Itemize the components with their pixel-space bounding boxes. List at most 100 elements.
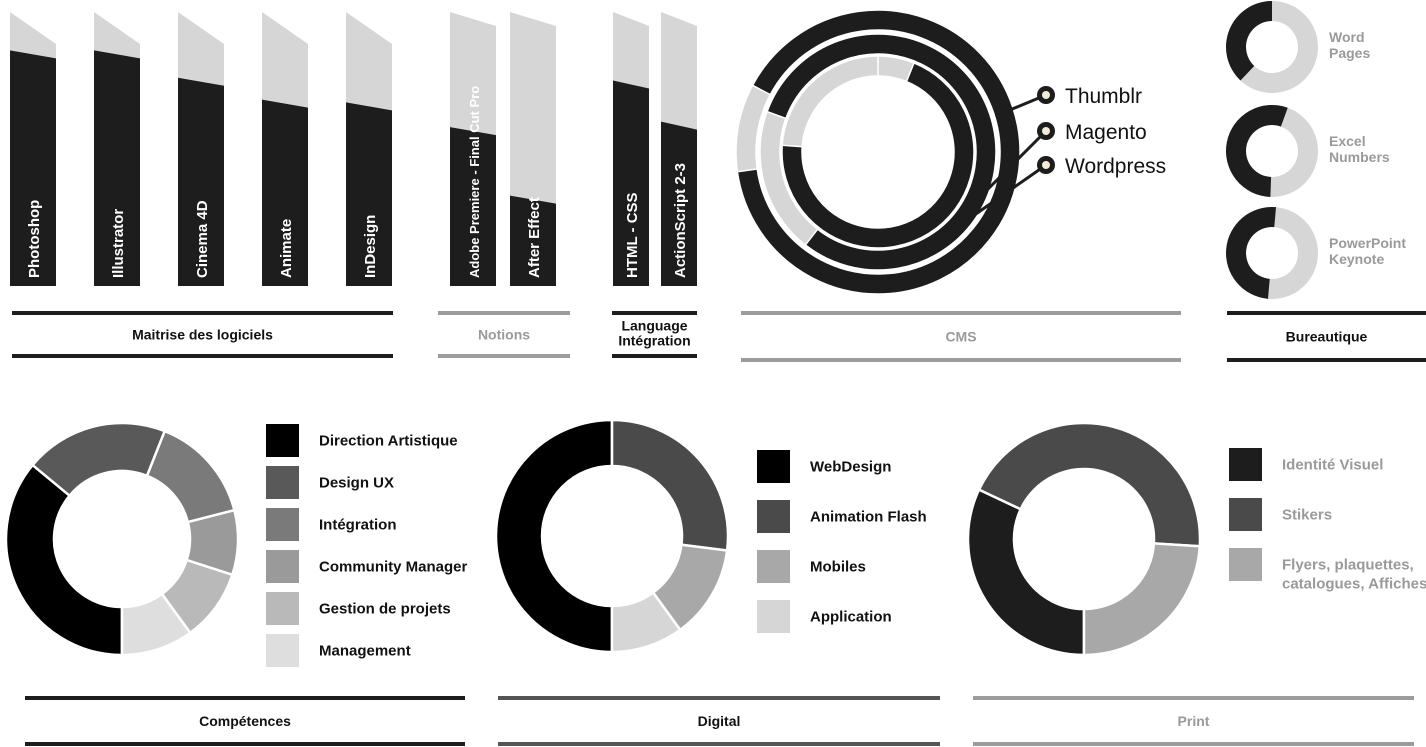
legend-label: Stikers xyxy=(1282,507,1332,524)
section-rule-top xyxy=(498,696,940,700)
section-cms: CMS xyxy=(741,311,1181,362)
section-rule-top xyxy=(973,696,1414,700)
bar-photoshop xyxy=(10,50,56,286)
legend-label: Identité Visuel xyxy=(1282,457,1383,474)
section-rule-bottom xyxy=(1227,358,1426,362)
section-notions: Notions xyxy=(438,311,570,358)
legend-swatch xyxy=(266,424,299,457)
bar-label: Animate xyxy=(278,219,295,278)
bar-group-language-integration: HTML - CSS ActionScript 2-3 xyxy=(613,12,697,286)
section-print: Print xyxy=(973,696,1414,746)
section-rule-top xyxy=(741,311,1181,315)
section-rule-bottom xyxy=(438,354,570,358)
bar-group-maitrise-des-logiciels: Photoshop Illustrator Cinema 4D Animate InDe… xyxy=(10,12,392,287)
section-title: Digital xyxy=(698,713,741,729)
section-bureautique: Bureautique xyxy=(1227,311,1426,362)
legend-swatch xyxy=(266,550,299,583)
section-rule-bottom xyxy=(25,742,465,746)
section-rule-bottom xyxy=(498,742,940,746)
bar-label: ActionScript 2-3 xyxy=(672,163,689,278)
bar-label: Illustrator xyxy=(110,209,127,278)
bar-label: Photoshop xyxy=(26,200,43,278)
bar-label: InDesign xyxy=(362,215,379,278)
legend-label: Animation Flash xyxy=(810,509,927,526)
legend-swatch xyxy=(1229,548,1262,581)
legend-label: Direction Artistique xyxy=(319,433,458,450)
legend-label: Mobiles xyxy=(810,559,866,576)
section-rule-top xyxy=(612,311,697,315)
cms-label: Magento xyxy=(1065,121,1147,144)
bar-label: Adobe Premiere - Final Cut Pro xyxy=(467,86,482,278)
section-rule-bottom xyxy=(612,354,697,358)
legend-label: Management xyxy=(319,643,411,660)
donut-powerpoint-keynote xyxy=(1226,207,1277,299)
bar-group-notions: Adobe Premiere - Final Cut Pro After Effe… xyxy=(450,12,556,286)
legend-label: Community Manager xyxy=(319,559,468,576)
legend-swatch xyxy=(266,592,299,625)
donut-excel-numbers xyxy=(1226,105,1288,197)
bar-indesign xyxy=(346,102,392,286)
legend-swatch xyxy=(266,634,299,667)
legend-swatch xyxy=(757,500,790,533)
section-title: Language xyxy=(621,318,687,334)
cms-marker-dot xyxy=(1042,161,1050,169)
donut-print: Identité Visuel Stikers Flyers, plaquettes… xyxy=(966,421,1426,657)
section-digital: Digital xyxy=(498,696,940,746)
legend-label: catalogues, Affiches xyxy=(1282,576,1426,593)
donut-competences: Direction Artistique Design UX Intégration… xyxy=(4,421,468,667)
section-rule-top xyxy=(25,696,465,700)
cms-label: Wordpress xyxy=(1065,155,1166,178)
bar-adobe-premiere-final-cut-pro xyxy=(450,127,496,286)
cms-leader-line xyxy=(949,163,1047,234)
bar-label: After Effect xyxy=(526,197,543,278)
section-logiciels: Maitrise des logiciels xyxy=(12,311,393,358)
bar-animate xyxy=(262,99,308,287)
section-rule-top xyxy=(1227,311,1426,315)
section-rule-top xyxy=(12,311,393,315)
legend-swatch xyxy=(266,508,299,541)
donut-word-pages xyxy=(1226,1,1272,81)
section-title: Print xyxy=(1178,713,1210,729)
donut-label: PowerPoint xyxy=(1329,235,1406,251)
section-rule-bottom xyxy=(741,358,1181,362)
section-title: Intégration xyxy=(618,333,690,349)
bar-actionscript-2-3 xyxy=(661,121,697,286)
bar-after-effect xyxy=(510,195,556,286)
bar-html-css xyxy=(613,80,649,286)
cms-ring-magento xyxy=(766,33,997,271)
cms-rings: Thumblr Magento Wordpress xyxy=(735,9,1166,295)
legend-label: Application xyxy=(810,609,892,626)
section-title: CMS xyxy=(945,329,976,345)
legend-swatch xyxy=(757,450,790,483)
slice-flyers-plaquettes-catalogues-affiches xyxy=(1082,542,1202,657)
donut-label: Excel xyxy=(1329,133,1366,149)
slice-direction-artistique xyxy=(4,463,124,657)
donut-digital: WebDesign Animation Flash Mobiles Applicati… xyxy=(494,418,927,654)
legend-swatch xyxy=(266,466,299,499)
cms-leader-line xyxy=(963,129,1048,214)
donut-label: Numbers xyxy=(1329,149,1390,165)
cms-label: Thumblr xyxy=(1065,85,1142,108)
bar-cinema-4d xyxy=(178,77,224,286)
donut-label: Keynote xyxy=(1329,251,1384,267)
slice-webdesign xyxy=(494,418,614,654)
slice-management xyxy=(120,592,192,657)
legend-swatch xyxy=(757,550,790,583)
cms-marker-dot xyxy=(1042,127,1050,135)
section-rule-top xyxy=(438,311,570,315)
legend-swatch xyxy=(1229,448,1262,481)
section-rule-bottom xyxy=(12,354,393,358)
cms-ring-thumblr xyxy=(736,9,1021,295)
bar-illustrator xyxy=(94,50,140,286)
legend-swatch xyxy=(1229,498,1262,531)
slice-animation-flash xyxy=(610,418,730,552)
section-title: Bureautique xyxy=(1286,329,1368,345)
slice-stikers xyxy=(977,421,1202,548)
donut-label: Pages xyxy=(1329,45,1370,61)
slice-identite-visuel xyxy=(966,487,1086,657)
section-title: Maitrise des logiciels xyxy=(132,327,273,343)
legend-label: WebDesign xyxy=(810,459,891,476)
